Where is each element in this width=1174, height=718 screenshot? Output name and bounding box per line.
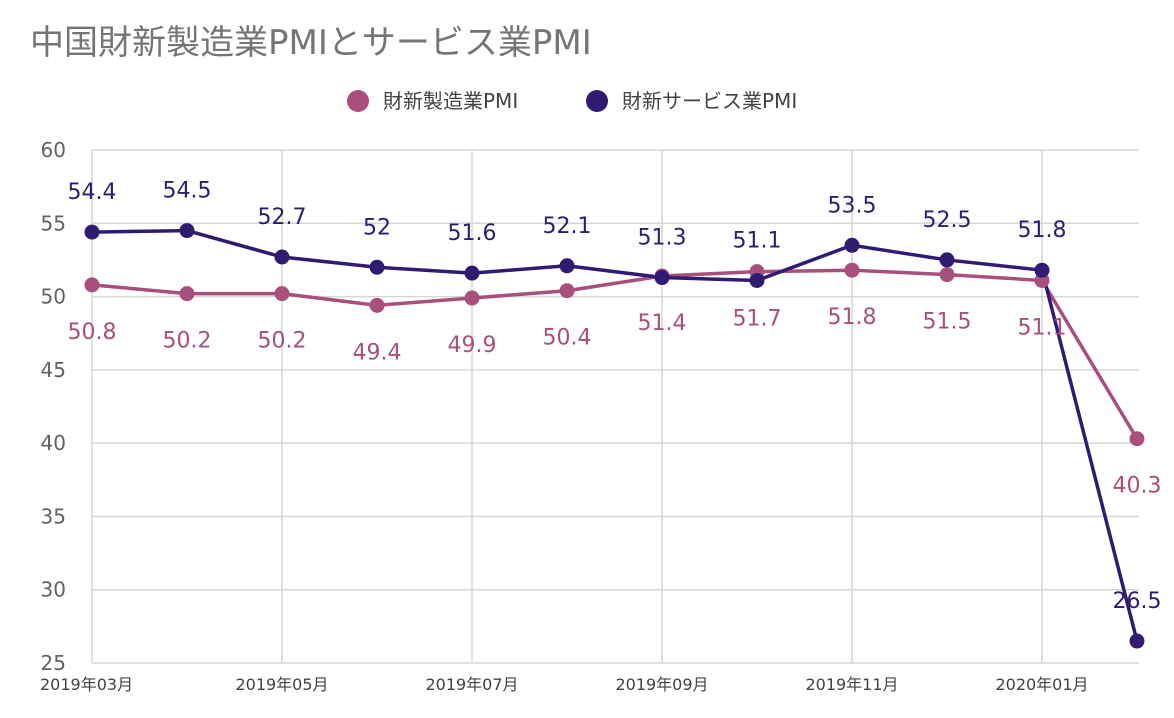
data-label-0-8: 51.8 bbox=[828, 305, 877, 330]
data-label-1-8: 53.5 bbox=[828, 193, 877, 218]
data-point-1-5 bbox=[560, 258, 575, 273]
legend: 財新製造業PMI 財新サービス業PMI bbox=[347, 89, 797, 113]
chart-title: 中国財新製造業PMIとサービス業PMI bbox=[30, 23, 592, 63]
y-tick-label: 25 bbox=[41, 651, 66, 675]
data-point-0-11 bbox=[1130, 431, 1145, 446]
y-tick-label: 45 bbox=[41, 358, 66, 382]
series-layer bbox=[85, 223, 1145, 648]
data-point-1-9 bbox=[940, 252, 955, 267]
data-point-1-3 bbox=[370, 260, 385, 275]
data-label-1-2: 52.7 bbox=[258, 205, 307, 230]
x-tick-label: 2019年03月 bbox=[40, 675, 133, 694]
y-tick-label: 40 bbox=[41, 431, 66, 455]
data-point-0-2 bbox=[275, 286, 290, 301]
data-label-0-6: 51.4 bbox=[638, 311, 687, 336]
data-point-1-11 bbox=[1130, 634, 1145, 649]
data-label-1-6: 51.3 bbox=[638, 226, 687, 251]
data-point-1-1 bbox=[180, 223, 195, 238]
legend-marker-0 bbox=[347, 90, 369, 112]
data-label-0-7: 51.7 bbox=[733, 307, 782, 332]
data-point-0-5 bbox=[560, 283, 575, 298]
data-label-0-1: 50.2 bbox=[163, 329, 212, 354]
legend-label-1: 財新サービス業PMI bbox=[622, 89, 797, 113]
data-point-0-3 bbox=[370, 298, 385, 313]
legend-label-0: 財新製造業PMI bbox=[383, 89, 518, 113]
data-label-0-2: 50.2 bbox=[258, 329, 307, 354]
data-label-0-10: 51.1 bbox=[1018, 315, 1067, 340]
x-tick-label: 2019年09月 bbox=[615, 675, 708, 694]
data-point-1-7 bbox=[750, 273, 765, 288]
data-label-1-7: 51.1 bbox=[733, 228, 782, 253]
series-line-0 bbox=[92, 270, 1137, 439]
data-label-0-5: 50.4 bbox=[543, 326, 592, 351]
legend-marker-1 bbox=[586, 90, 608, 112]
data-point-0-0 bbox=[85, 277, 100, 292]
x-tick-label: 2019年05月 bbox=[235, 675, 328, 694]
data-label-1-1: 54.5 bbox=[163, 179, 212, 204]
data-point-0-8 bbox=[845, 263, 860, 278]
data-point-1-8 bbox=[845, 238, 860, 253]
data-label-1-3: 52 bbox=[363, 215, 391, 240]
pmi-line-chart: 中国財新製造業PMIとサービス業PMI 財新製造業PMI 財新サービス業PMI 2… bbox=[0, 0, 1174, 718]
data-point-1-2 bbox=[275, 249, 290, 264]
y-tick-label: 55 bbox=[41, 211, 66, 235]
data-point-1-10 bbox=[1035, 263, 1050, 278]
grid-lines bbox=[92, 150, 1139, 663]
data-point-0-1 bbox=[180, 286, 195, 301]
data-label-1-0: 54.4 bbox=[68, 180, 117, 205]
data-point-1-0 bbox=[85, 225, 100, 240]
x-tick-label: 2020年01月 bbox=[995, 675, 1088, 694]
data-point-1-6 bbox=[655, 270, 670, 285]
data-point-1-4 bbox=[465, 266, 480, 281]
y-axis-ticks: 25 30 35 40 45 50 55 60 bbox=[41, 138, 66, 675]
data-label-1-10: 51.8 bbox=[1018, 218, 1067, 243]
data-label-0-0: 50.8 bbox=[68, 320, 117, 345]
x-tick-label: 2019年07月 bbox=[425, 675, 518, 694]
data-label-0-4: 49.9 bbox=[448, 333, 497, 358]
data-label-1-11: 26.5 bbox=[1113, 589, 1162, 614]
data-label-1-4: 51.6 bbox=[448, 221, 497, 246]
x-tick-label: 2019年11月 bbox=[805, 675, 898, 694]
y-tick-label: 50 bbox=[41, 285, 66, 309]
data-label-1-9: 52.5 bbox=[923, 208, 972, 233]
data-point-0-4 bbox=[465, 291, 480, 306]
data-label-0-3: 49.4 bbox=[353, 340, 402, 365]
data-label-0-9: 51.5 bbox=[923, 310, 972, 335]
y-tick-label: 35 bbox=[41, 504, 66, 528]
y-tick-label: 60 bbox=[41, 138, 66, 162]
data-label-0-11: 40.3 bbox=[1113, 474, 1162, 499]
x-axis-ticks: 2019年03月 2019年05月 2019年07月 2019年09月 2019年11月… bbox=[40, 675, 1089, 694]
data-point-0-9 bbox=[940, 267, 955, 282]
y-tick-label: 30 bbox=[41, 578, 66, 602]
data-label-1-5: 52.1 bbox=[543, 214, 592, 239]
